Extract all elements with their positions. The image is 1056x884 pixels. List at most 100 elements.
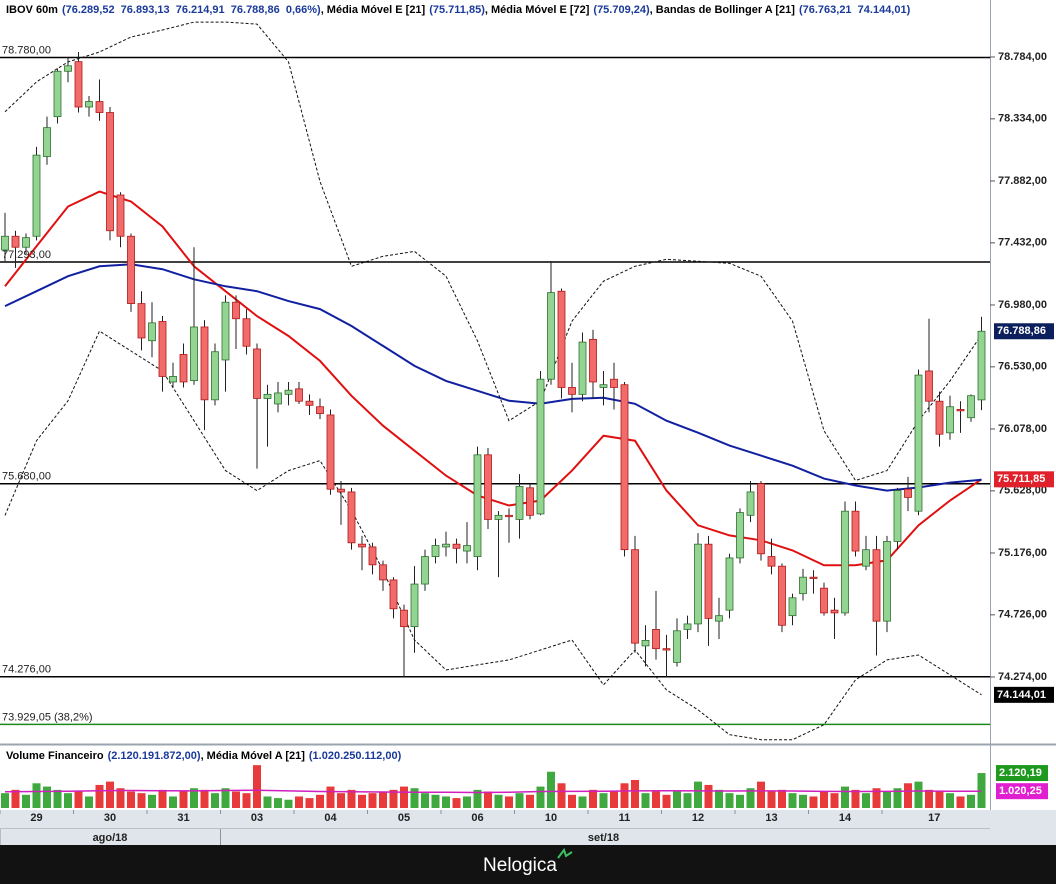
candle-body — [305, 400, 314, 406]
volume-bar — [652, 791, 660, 808]
volume-bar — [190, 788, 198, 808]
candle-body — [274, 392, 282, 405]
x-tick-label: 10 — [545, 812, 557, 824]
volume-bar — [484, 791, 492, 808]
candle-body — [431, 545, 440, 557]
candle-body — [1, 235, 9, 251]
volume-bar — [620, 783, 629, 808]
candle-body — [211, 351, 219, 401]
title-part: , Bandas de Bollinger A [21] — [650, 4, 796, 16]
price-plot — [0, 21, 990, 741]
volume-tag — [996, 783, 1048, 800]
volume-bar — [421, 793, 429, 808]
candle-body — [809, 576, 818, 579]
bollinger-band — [4, 21, 982, 482]
volume-bar — [946, 793, 954, 808]
volume-bar — [662, 794, 671, 808]
candle-body — [169, 376, 177, 383]
volume-bar — [736, 794, 744, 808]
y-tick-label: 74.726,00 — [998, 609, 1047, 621]
volume-bar — [379, 791, 387, 808]
volume-bar — [967, 794, 975, 808]
volume-bar — [925, 789, 933, 808]
level-label: 78.780,00 — [2, 44, 51, 56]
candle-body — [200, 326, 209, 401]
volume-bar — [442, 796, 450, 808]
volume-bar — [631, 779, 639, 808]
candle-body — [715, 615, 723, 622]
candle-body — [862, 549, 870, 567]
volume-bar — [767, 791, 776, 808]
candle-body — [116, 194, 125, 237]
panel-title: Volume Financeiro (2.120.191.872,00), Méd… — [6, 750, 402, 762]
candle-body — [368, 546, 377, 566]
title-part: IBOV 60m — [6, 4, 58, 16]
volume-bar — [169, 796, 177, 808]
volume-bar — [505, 796, 513, 808]
volume-plot — [1, 765, 986, 808]
title-part: , Média Móvel E [72] — [485, 4, 590, 16]
candle-body — [547, 292, 555, 380]
volume-average — [4, 789, 982, 794]
volume-bar — [893, 788, 902, 808]
x-tick-label: 04 — [324, 812, 337, 824]
volume-bar — [841, 786, 849, 808]
y-tick-label: 78.784,00 — [998, 51, 1047, 63]
candle-body — [179, 354, 188, 383]
candle-body — [358, 543, 366, 548]
volume-bar — [473, 789, 482, 808]
y-tick-label: 78.334,00 — [998, 113, 1047, 125]
volume-bar — [610, 791, 618, 808]
price-tag — [994, 471, 1054, 488]
volume-bar — [494, 794, 503, 808]
candle-body — [379, 564, 387, 581]
volume-bar — [599, 793, 608, 808]
candle-body — [410, 583, 419, 628]
volume-bar — [788, 793, 797, 808]
candle-body — [32, 154, 41, 237]
candle-body — [326, 414, 335, 490]
x-tick-label: 12 — [692, 812, 704, 824]
candle-body — [872, 549, 881, 622]
candle-body — [767, 556, 776, 567]
y-tick-label: 77.432,00 — [998, 237, 1047, 249]
candle-body — [137, 303, 146, 339]
volume-bar — [305, 798, 314, 808]
month-label: set/18 — [588, 832, 619, 844]
volume-bar — [253, 765, 261, 808]
volume-bar — [725, 793, 734, 808]
volume-bar — [883, 791, 891, 808]
x-tick-label: 13 — [765, 812, 777, 824]
candle-body — [515, 486, 524, 520]
volume-bar — [11, 789, 20, 808]
candle-body — [799, 576, 807, 595]
candle-body — [526, 487, 534, 516]
candle-body — [421, 556, 429, 585]
candle-body — [904, 488, 912, 498]
volume-bar — [526, 794, 534, 808]
candle-body — [673, 630, 681, 663]
volume-bar — [715, 789, 723, 808]
candle-body — [295, 388, 303, 402]
candle-body — [232, 301, 240, 320]
x-tick-label: 06 — [471, 812, 483, 824]
volume-bar — [116, 788, 125, 808]
volume-bar — [221, 788, 230, 808]
volume-bar — [452, 798, 461, 808]
overlay: IBOV 60m (76.289,52 76.893,13 76.214,91 7… — [0, 4, 1054, 845]
volume-bar — [589, 789, 597, 808]
level-label: 77.293,00 — [2, 249, 51, 261]
candle-body — [883, 541, 891, 622]
candle-body — [316, 406, 324, 414]
candle-body — [778, 565, 786, 626]
volume-tag — [996, 765, 1048, 782]
title-part: (2.120.191.872,00) — [108, 750, 201, 762]
volume-bar — [568, 794, 576, 808]
candle-body — [148, 322, 156, 342]
candle-body — [925, 370, 933, 402]
title-part: (1.020.250.112,00) — [309, 750, 402, 762]
volume-bar — [683, 793, 692, 808]
level-label: 74.276,00 — [2, 664, 51, 676]
y-tick-label: 77.882,00 — [998, 175, 1047, 187]
volume-bar — [53, 789, 62, 808]
